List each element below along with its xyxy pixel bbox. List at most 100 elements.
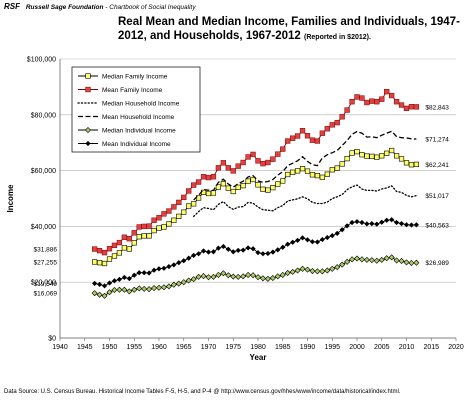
median-family-income-point — [309, 172, 316, 178]
median-family-income-point — [329, 167, 335, 173]
median-family-income-point — [161, 224, 167, 230]
chart-axes: $0 $20,000 $40,000 $60,000 $80,000 $100,000 19… — [6, 57, 464, 363]
mean-individual-income-point — [290, 239, 296, 245]
median-family-income-point — [295, 168, 301, 174]
median-individual-income-point — [131, 286, 138, 293]
mean-individual-income-point — [389, 217, 395, 223]
legend-marker-mean-family-income — [85, 86, 91, 93]
median-individual-income-point — [136, 285, 143, 292]
median-individual-income-point — [274, 273, 281, 280]
mean-individual-income-point — [364, 221, 370, 227]
mean-individual-income-point — [265, 250, 271, 257]
median-individual-income-point — [309, 268, 316, 274]
median-individual-income-point — [324, 267, 331, 274]
median-individual-income-point — [408, 260, 415, 266]
x-tick-label: 2020 — [448, 344, 464, 351]
mean-family-income-point — [111, 242, 118, 249]
mean-family-income-point — [324, 126, 330, 132]
median-family-income-point — [146, 233, 152, 239]
median-individual-income-point — [215, 272, 222, 278]
median-family-income-point — [101, 260, 108, 267]
rsf-badge: RSF — [4, 2, 20, 11]
mean-family-income-point — [374, 99, 380, 105]
mean-individual-income-point — [270, 249, 276, 255]
x-tick-label: 1955 — [126, 344, 142, 351]
median-individual-income-end-label: $26,989 — [425, 260, 449, 267]
median-individual-income-point — [319, 268, 326, 275]
y-tick-label: $20,000 — [31, 280, 56, 287]
mean-individual-income-point — [151, 267, 157, 273]
mean-individual-income-point — [196, 251, 202, 257]
mean-family-income-point — [275, 151, 281, 157]
median-individual-income-point — [260, 275, 266, 282]
header-series-title: Chartbook of Social Inequality — [109, 4, 196, 11]
mean-individual-income-point — [96, 281, 103, 288]
mean-individual-income-point — [398, 221, 405, 227]
median-family-income-point — [136, 234, 142, 240]
mean-individual-income-point — [171, 262, 177, 268]
median-individual-income-point — [413, 259, 420, 266]
mean-individual-income-point — [146, 270, 152, 276]
mean-family-income-point — [166, 208, 172, 214]
median-family-income-point — [290, 169, 296, 175]
legend-entry-mean-individual-income: Mean Individual Income — [102, 141, 171, 148]
mean-individual-income-point — [181, 258, 187, 264]
mean-family-income-point — [205, 174, 212, 181]
mean-individual-income-point — [394, 219, 400, 226]
mean-family-income-point — [398, 102, 405, 108]
mean-individual-income-point — [359, 219, 365, 226]
median-family-income-point — [230, 188, 236, 195]
x-tick-label: 1990 — [300, 344, 316, 351]
median-family-income-point — [255, 182, 261, 188]
mean-individual-income-point — [240, 247, 246, 253]
median-individual-income-point — [141, 285, 148, 292]
y-tick-label: $60,000 — [31, 168, 56, 175]
header-org: Russell Sage Foundation — [25, 4, 104, 11]
median-individual-income-point — [161, 284, 167, 291]
median-family-income-point — [225, 185, 231, 191]
median-individual-income-point — [190, 276, 197, 283]
mean-family-income-point — [235, 163, 241, 169]
median-family-income-point — [319, 174, 325, 180]
mean-family-income-point — [354, 94, 360, 100]
mean-individual-income-point — [121, 274, 127, 281]
mean-individual-income-point — [275, 247, 281, 253]
mean-family-income-point — [156, 215, 162, 221]
mean-family-income-point — [393, 99, 400, 105]
median-family-income-point — [280, 178, 286, 184]
median-individual-income-point — [393, 257, 400, 264]
mean-individual-income-point — [379, 219, 385, 225]
x-tick-label: 1960 — [151, 344, 167, 351]
mean-family-income-point — [250, 151, 256, 158]
median-individual-income-point — [284, 270, 291, 276]
median-individual-income-point — [205, 274, 212, 281]
x-tick-label: 1970 — [201, 344, 217, 351]
median-individual-income-point — [398, 258, 405, 264]
mean-individual-income-point — [295, 237, 301, 243]
mean-individual-income-point — [220, 243, 226, 250]
mean-family-income-point — [319, 130, 325, 136]
x-tick-label: 1945 — [77, 344, 93, 351]
mean-family-income-point — [225, 165, 231, 171]
median-family-income-point — [379, 153, 385, 159]
mean-family-income-point — [304, 133, 311, 139]
mean-family-income-point — [200, 174, 207, 180]
mean-family-income-point — [334, 119, 340, 126]
median-family-income-point — [151, 227, 157, 234]
median-family-income-point — [176, 213, 182, 219]
x-tick-label: 1975 — [225, 344, 241, 351]
mean-individual-income-point — [245, 245, 251, 251]
mean-family-income-point — [92, 246, 98, 252]
median-family-income-point — [106, 256, 113, 262]
median-individual-income-point — [329, 265, 336, 272]
median-individual-income-point — [146, 286, 153, 293]
legend-entry-median-household-income: Median Household Income — [102, 101, 180, 108]
mean-individual-income-point — [116, 276, 123, 283]
mean-family-income-point — [294, 133, 301, 139]
series-lines — [91, 88, 420, 299]
mean-individual-income-point — [166, 263, 172, 270]
x-tick-label: 1980 — [250, 344, 266, 351]
mean-family-income-point — [245, 154, 251, 160]
mean-family-income-point — [265, 159, 271, 166]
income-line-chart: $0 $20,000 $40,000 $60,000 $80,000 $100,000 19… — [6, 57, 464, 363]
